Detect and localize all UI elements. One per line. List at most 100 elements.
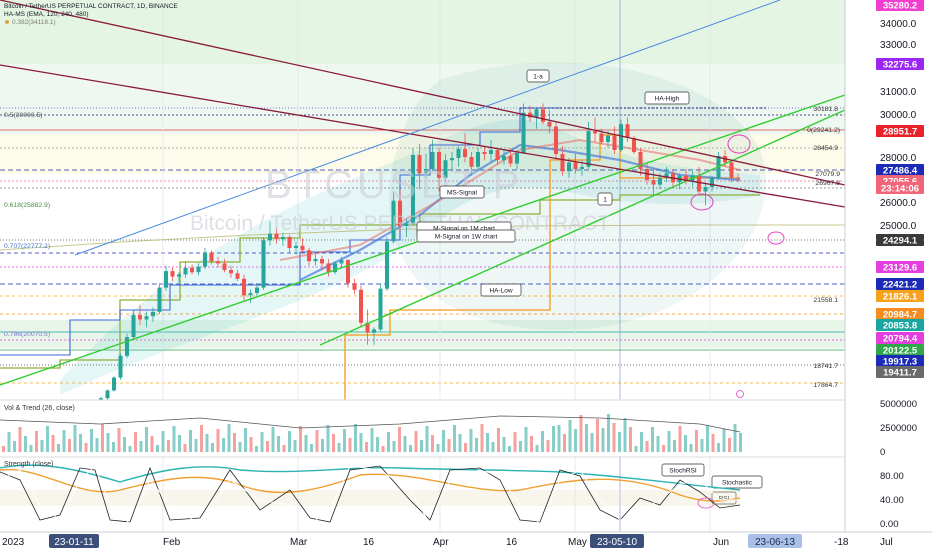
- price-label-text: 21826.1: [883, 292, 918, 303]
- time-axis-label: 2023: [2, 537, 25, 548]
- candle-body: [339, 260, 344, 264]
- volume-bar: [590, 433, 594, 452]
- candle-body: [352, 283, 357, 290]
- volume-bar: [156, 445, 159, 452]
- volume-bar: [458, 434, 462, 452]
- annotation-box: [711, 475, 763, 489]
- volume-bar: [601, 428, 605, 452]
- ema-line-red: [279, 138, 741, 261]
- volume-bar: [343, 429, 346, 452]
- time-axis-labels: 2023 Feb Mar 16 Apr 16 May Jun -18 Jul 23-01-11 23-…: [2, 534, 893, 548]
- candle-body: [235, 273, 240, 279]
- legend-dot-icon: [5, 20, 9, 24]
- inline-price-label: 26967.8: [815, 180, 840, 187]
- candle-body: [397, 200, 403, 226]
- candle-body: [105, 390, 110, 399]
- candle-body: [579, 166, 585, 169]
- volume-bar: [678, 426, 682, 452]
- candle-body: [391, 200, 396, 242]
- volume-bar: [623, 418, 627, 452]
- time-axis: [0, 532, 932, 550]
- candle-body: [573, 162, 578, 169]
- volume-bar: [365, 442, 368, 452]
- volume-axis-label: 5000000: [880, 399, 917, 410]
- indicator-overlays: [0, 62, 845, 400]
- volume-bar: [128, 446, 132, 452]
- header-fib-line: 0.382(34118.1): [12, 19, 56, 26]
- date-highlight-label: 23-06-13: [755, 537, 795, 548]
- strength-panel-title: Strength (close): [4, 461, 53, 468]
- volume-bar: [381, 446, 385, 452]
- candle-body: [378, 288, 383, 330]
- candle-body: [547, 121, 552, 127]
- candle-body: [631, 138, 637, 152]
- volume-bars: [0, 414, 742, 452]
- volume-bar: [101, 424, 104, 452]
- vol-panel-title: Vol & Trend (26, close): [4, 405, 75, 412]
- volume-bar: [497, 428, 500, 452]
- candle-body: [586, 131, 591, 167]
- volume-bar: [35, 431, 38, 452]
- candle-body: [267, 233, 273, 241]
- candle-body: [313, 259, 318, 262]
- candle-body: [280, 237, 286, 240]
- volume-bar: [227, 424, 231, 452]
- volume-bar: [7, 432, 11, 452]
- volume-bar: [68, 439, 71, 452]
- volume-bar: [420, 440, 423, 452]
- price-label-text: 20794.4: [883, 334, 918, 345]
- candle-body: [495, 150, 500, 161]
- volume-bar: [469, 429, 473, 452]
- ema-line-blue: [299, 143, 741, 281]
- trendline-maroon-2: [0, 0, 846, 186]
- volume-bar: [304, 435, 308, 452]
- long-ema-line: [0, 224, 845, 251]
- volume-bar: [260, 432, 264, 452]
- candle-body: [638, 152, 643, 169]
- price-label-text: 20853.8: [883, 321, 917, 332]
- candle-body: [735, 177, 741, 179]
- strength-line: [0, 468, 741, 502]
- highlight-circle: [767, 231, 785, 245]
- annotation-box: [439, 185, 485, 199]
- trendline-maroon-1: [0, 64, 846, 208]
- price-label-badge: [876, 58, 924, 70]
- strength-panel: [0, 464, 741, 525]
- annotation-box: [416, 229, 516, 243]
- volume-bar: [579, 415, 583, 452]
- volume-bar: [535, 445, 539, 452]
- candle-body: [436, 152, 442, 178]
- candle-body: [189, 267, 195, 273]
- candle-body: [417, 155, 422, 174]
- candle-body: [508, 156, 513, 164]
- volume-bar: [332, 434, 335, 452]
- candle-body: [274, 233, 279, 240]
- candle-body: [560, 154, 565, 172]
- volume-bar: [491, 442, 495, 452]
- volume-bar: [2, 446, 5, 452]
- volume-bar: [574, 429, 577, 452]
- volume-bar: [62, 430, 66, 452]
- fib-level-label: 0.786(20070.5): [4, 331, 50, 338]
- annotation-label: M-Signal on 1W chart: [435, 234, 498, 241]
- annotation-label: MS-Signal: [447, 190, 478, 197]
- price-label-badge: [876, 261, 924, 273]
- time-axis-label: 16: [506, 537, 518, 548]
- volume-bar: [695, 430, 698, 452]
- volume-bar: [700, 439, 704, 452]
- time-axis-label: May: [568, 537, 587, 548]
- candle-body: [566, 162, 572, 172]
- price-label-text: 28951.7: [883, 127, 917, 138]
- price-axis-labels: 34000.033000.031000.030000.028000.027000…: [876, 0, 924, 530]
- volume-bar: [645, 441, 649, 452]
- volume-bar: [557, 425, 561, 452]
- volume-bar: [112, 442, 115, 452]
- candle-body: [469, 157, 474, 167]
- candle-body: [293, 245, 299, 248]
- volume-bar: [161, 431, 165, 452]
- volume-bar: [266, 441, 269, 452]
- inline-price-label: 28454.9: [813, 145, 838, 152]
- date-highlight-badge: [748, 534, 802, 548]
- volume-bar: [123, 437, 126, 452]
